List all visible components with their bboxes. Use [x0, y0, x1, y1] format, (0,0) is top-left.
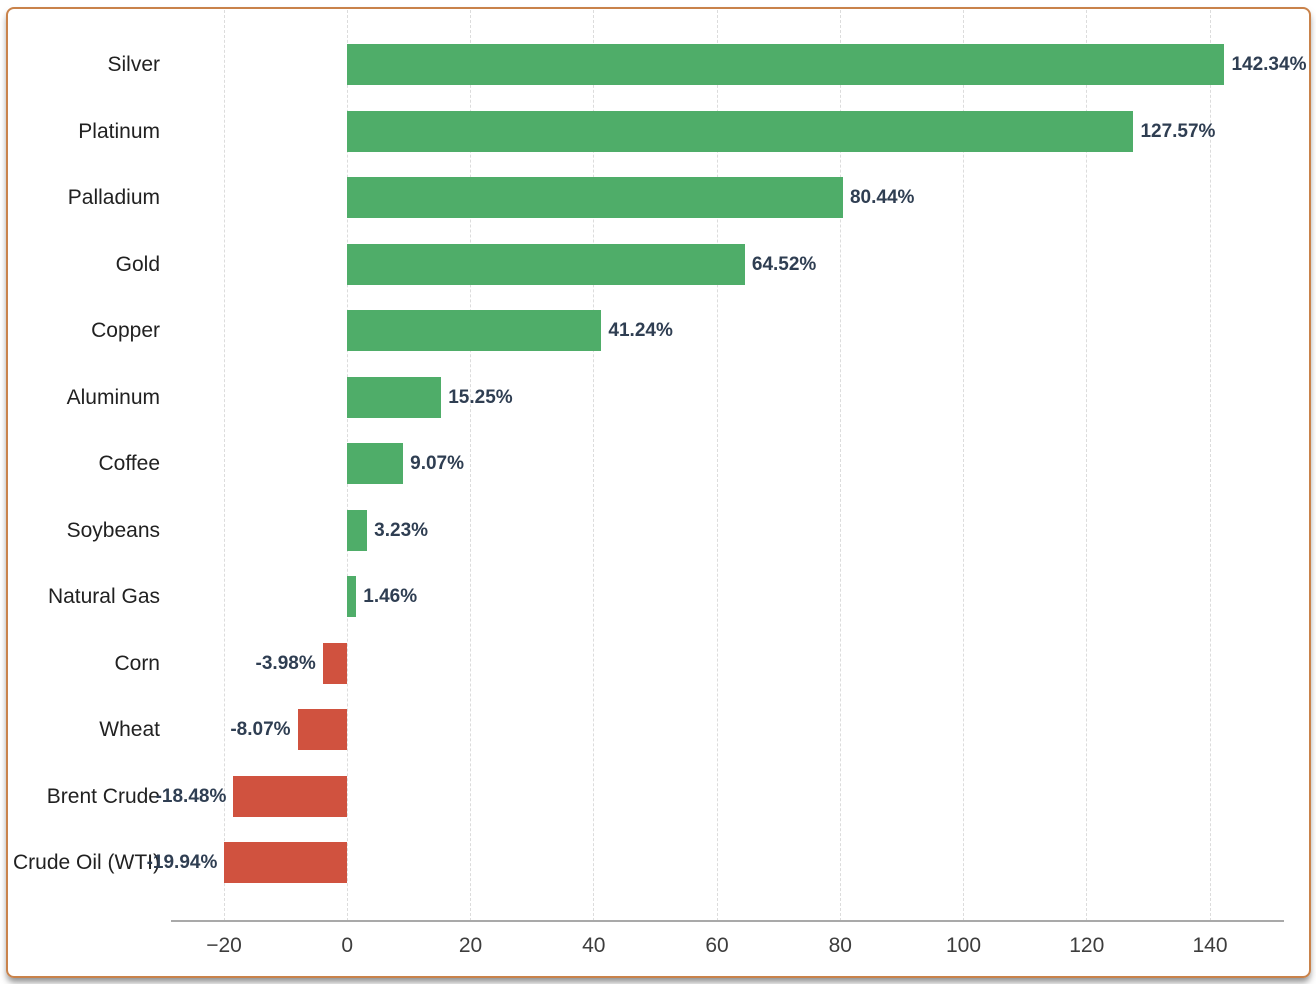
- value-label-gold: 64.52%: [751, 253, 817, 275]
- category-label-silver: Silver: [107, 53, 160, 76]
- gridline-x-60: [716, 10, 718, 921]
- gridline-x-120: [1086, 10, 1088, 921]
- category-label-natural-gas: Natural Gas: [47, 585, 160, 608]
- value-label-aluminum: 15.25%: [448, 386, 513, 408]
- gridline-x-40: [593, 10, 595, 921]
- x-tick-label-100: 100: [946, 934, 982, 957]
- bar-aluminum: [347, 376, 442, 418]
- gridline-x-80: [839, 10, 841, 921]
- bar-gold: [347, 243, 745, 285]
- x-tick-label-0: 0: [341, 934, 354, 957]
- gridline-x-140: [1209, 10, 1211, 921]
- gridline-x-100: [963, 10, 965, 921]
- bar-corn: [322, 642, 348, 684]
- value-label-natural-gas: 1.46%: [363, 586, 418, 607]
- x-tick-label-80: 80: [828, 934, 852, 957]
- category-label-platinum: Platinum: [78, 119, 160, 143]
- bar-brent-crude: [233, 775, 348, 817]
- category-label-crude-oil-wti: Crude Oil (WTI): [13, 851, 160, 874]
- value-label-palladium: 80.44%: [849, 187, 915, 208]
- bar-wheat: [297, 709, 348, 750]
- category-label-copper: Copper: [91, 319, 160, 342]
- value-label-crude-oil-wti: -19.94%: [146, 852, 218, 873]
- category-label-brent-crude: Brent Crude: [46, 784, 160, 808]
- x-tick-label--20: −20: [206, 934, 242, 957]
- x-tick-label-140: 140: [1192, 934, 1228, 957]
- bar-natural-gas: [347, 576, 357, 617]
- value-label-wheat: -8.07%: [230, 719, 291, 740]
- x-tick-label-60: 60: [705, 934, 729, 957]
- category-label-aluminum: Aluminum: [66, 385, 160, 409]
- x-axis-line: [171, 920, 1284, 922]
- value-label-coffee: 9.07%: [410, 453, 465, 474]
- category-label-gold: Gold: [115, 252, 160, 276]
- value-label-platinum: 127.57%: [1140, 120, 1216, 142]
- value-label-soybeans: 3.23%: [374, 519, 429, 541]
- category-label-corn: Corn: [114, 651, 160, 675]
- bar-crude-oil-wti: [224, 842, 348, 883]
- gridline-x--20: [223, 10, 225, 921]
- bar-soybeans: [347, 509, 368, 551]
- bar-platinum: [347, 110, 1134, 152]
- category-label-coffee: Coffee: [98, 452, 161, 475]
- bar-coffee: [347, 443, 404, 484]
- x-tick-label-20: 20: [458, 934, 483, 957]
- bar-palladium: [347, 177, 843, 218]
- value-label-brent-crude: -18.48%: [155, 785, 227, 807]
- x-tick-label-120: 120: [1069, 934, 1105, 957]
- category-label-soybeans: Soybeans: [66, 518, 160, 542]
- category-label-wheat: Wheat: [99, 718, 160, 741]
- value-label-corn: -3.98%: [255, 652, 316, 674]
- x-tick-label-40: 40: [582, 934, 606, 957]
- gridline-x-20: [470, 10, 471, 921]
- bar-copper: [347, 310, 602, 351]
- bar-silver: [347, 44, 1225, 85]
- category-label-palladium: Palladium: [67, 186, 160, 209]
- value-label-copper: 41.24%: [608, 320, 673, 341]
- value-label-silver: 142.34%: [1231, 54, 1307, 75]
